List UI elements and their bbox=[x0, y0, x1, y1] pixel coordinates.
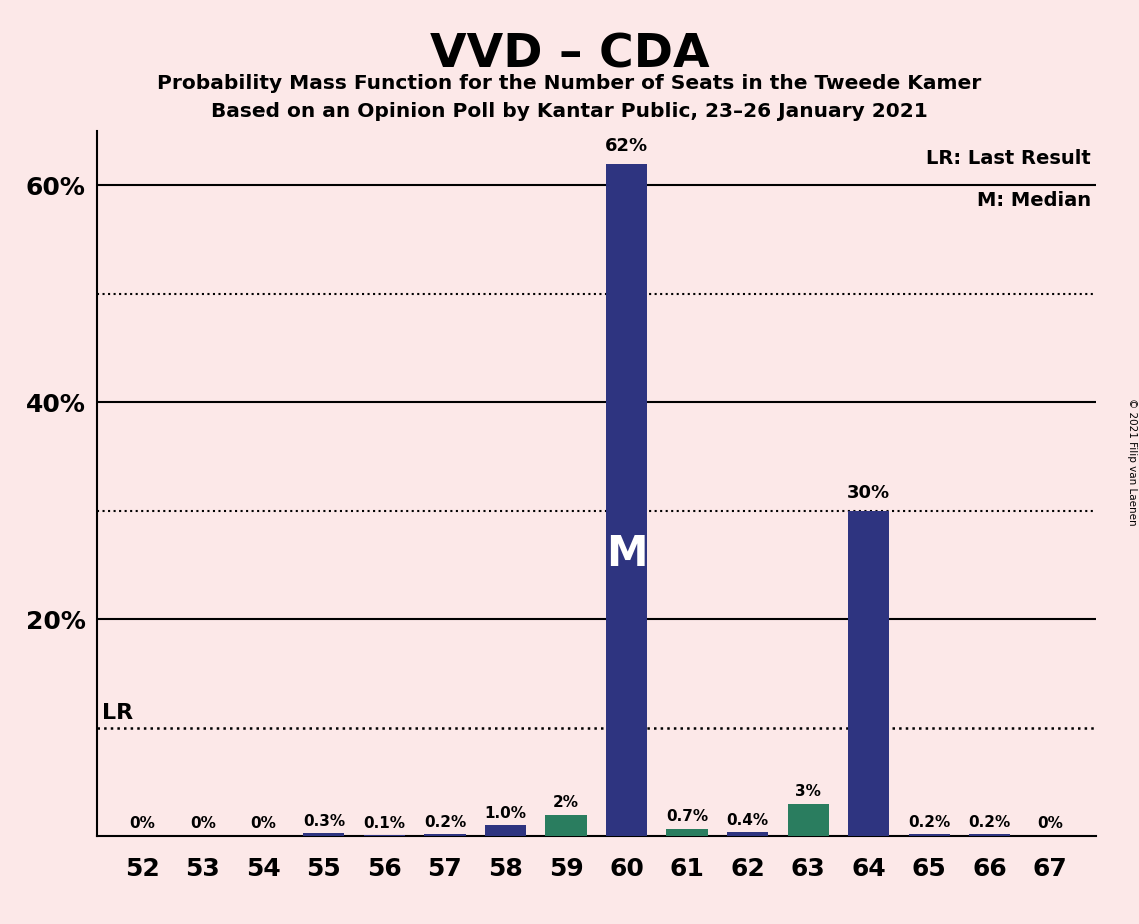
Text: 0.2%: 0.2% bbox=[424, 815, 466, 830]
Bar bbox=[546, 815, 587, 836]
Bar bbox=[666, 829, 707, 836]
Text: 62%: 62% bbox=[605, 137, 648, 155]
Text: M: Median: M: Median bbox=[976, 191, 1091, 210]
Text: M: M bbox=[606, 533, 647, 575]
Text: 0.1%: 0.1% bbox=[363, 816, 405, 831]
Bar bbox=[909, 834, 950, 836]
Text: 0%: 0% bbox=[1038, 816, 1063, 831]
Bar bbox=[425, 834, 466, 836]
Bar bbox=[303, 833, 344, 836]
Bar bbox=[606, 164, 647, 836]
Text: 3%: 3% bbox=[795, 784, 821, 799]
Text: 0.7%: 0.7% bbox=[666, 809, 708, 824]
Bar bbox=[969, 834, 1010, 836]
Text: 0%: 0% bbox=[251, 816, 277, 831]
Bar bbox=[363, 835, 405, 836]
Bar bbox=[727, 832, 768, 836]
Text: 0.4%: 0.4% bbox=[727, 812, 769, 828]
Text: 0.2%: 0.2% bbox=[968, 815, 1011, 830]
Text: LR: Last Result: LR: Last Result bbox=[926, 149, 1091, 168]
Bar bbox=[485, 825, 526, 836]
Bar bbox=[849, 511, 890, 836]
Text: 0%: 0% bbox=[190, 816, 215, 831]
Text: Based on an Opinion Poll by Kantar Public, 23–26 January 2021: Based on an Opinion Poll by Kantar Publi… bbox=[211, 102, 928, 121]
Text: 30%: 30% bbox=[847, 484, 891, 502]
Text: © 2021 Filip van Laenen: © 2021 Filip van Laenen bbox=[1126, 398, 1137, 526]
Bar bbox=[787, 804, 829, 836]
Text: 0%: 0% bbox=[130, 816, 155, 831]
Text: LR: LR bbox=[101, 703, 133, 723]
Text: 0.2%: 0.2% bbox=[908, 815, 950, 830]
Text: 1.0%: 1.0% bbox=[484, 806, 526, 821]
Text: 2%: 2% bbox=[554, 796, 579, 810]
Text: 0.3%: 0.3% bbox=[303, 814, 345, 829]
Text: Probability Mass Function for the Number of Seats in the Tweede Kamer: Probability Mass Function for the Number… bbox=[157, 74, 982, 93]
Text: VVD – CDA: VVD – CDA bbox=[429, 32, 710, 78]
